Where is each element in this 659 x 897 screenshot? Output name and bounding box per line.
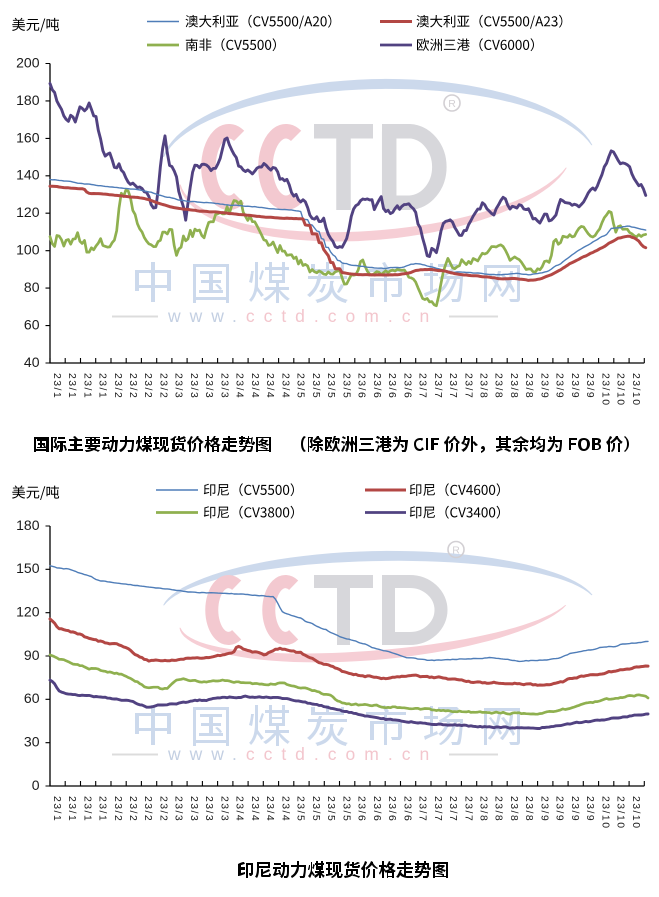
svg-text:R: R <box>452 544 460 556</box>
svg-text:23/10: 23/10 <box>615 373 626 407</box>
svg-text:23/1: 23/1 <box>81 796 92 822</box>
svg-text:23/9: 23/9 <box>569 373 580 399</box>
svg-text:23/7: 23/7 <box>462 796 473 822</box>
svg-text:30: 30 <box>24 734 40 750</box>
svg-text:120: 120 <box>16 204 40 220</box>
svg-text:23/1: 23/1 <box>81 373 92 399</box>
svg-text:www.cctd.com.cn: www.cctd.com.cn <box>167 744 438 764</box>
svg-text:R: R <box>448 98 456 110</box>
svg-text:120: 120 <box>16 604 40 620</box>
svg-text:23/7: 23/7 <box>432 373 443 399</box>
svg-text:23/1: 23/1 <box>97 796 108 822</box>
svg-text:23/4: 23/4 <box>279 796 290 822</box>
svg-text:23/3: 23/3 <box>218 796 229 822</box>
svg-text:23/8: 23/8 <box>508 373 519 399</box>
svg-text:23/2: 23/2 <box>112 796 123 822</box>
svg-text:23/6: 23/6 <box>371 796 382 822</box>
svg-text:23/8: 23/8 <box>493 373 504 399</box>
svg-text:23/7: 23/7 <box>447 796 458 822</box>
svg-text:23/5: 23/5 <box>325 796 336 822</box>
svg-text:100: 100 <box>16 242 40 258</box>
svg-text:23/7: 23/7 <box>417 373 428 399</box>
svg-text:23/1: 23/1 <box>51 796 62 822</box>
svg-text:23/3: 23/3 <box>173 796 184 822</box>
svg-text:23/10: 23/10 <box>630 796 641 830</box>
svg-text:23/9: 23/9 <box>584 373 595 399</box>
svg-text:23/9: 23/9 <box>569 796 580 822</box>
svg-text:23/6: 23/6 <box>386 373 397 399</box>
svg-text:60: 60 <box>24 317 40 333</box>
svg-text:www.cctd.com.cn: www.cctd.com.cn <box>167 306 438 326</box>
svg-text:0: 0 <box>32 777 40 793</box>
svg-text:23/4: 23/4 <box>264 796 275 822</box>
svg-text:23/9: 23/9 <box>554 796 565 822</box>
svg-text:80: 80 <box>24 279 40 295</box>
svg-text:23/3: 23/3 <box>188 373 199 399</box>
svg-text:23/7: 23/7 <box>417 796 428 822</box>
svg-text:23/6: 23/6 <box>401 796 412 822</box>
svg-text:23/4: 23/4 <box>249 796 260 822</box>
svg-text:60: 60 <box>24 690 40 706</box>
svg-text:23/1: 23/1 <box>66 796 77 822</box>
svg-text:23/8: 23/8 <box>523 373 534 399</box>
svg-text:23/3: 23/3 <box>203 796 214 822</box>
svg-text:23/1: 23/1 <box>51 373 62 399</box>
svg-text:23/5: 23/5 <box>310 373 321 399</box>
svg-text:23/5: 23/5 <box>295 796 306 822</box>
svg-text:23/8: 23/8 <box>478 796 489 822</box>
svg-text:23/9: 23/9 <box>584 796 595 822</box>
svg-text:23/3: 23/3 <box>173 373 184 399</box>
svg-text:23/2: 23/2 <box>142 373 153 399</box>
svg-text:23/3: 23/3 <box>218 373 229 399</box>
svg-text:23/6: 23/6 <box>356 796 367 822</box>
svg-text:23/3: 23/3 <box>203 373 214 399</box>
svg-text:23/9: 23/9 <box>539 796 550 822</box>
svg-text:23/1: 23/1 <box>97 373 108 399</box>
svg-text:23/5: 23/5 <box>325 373 336 399</box>
svg-text:23/2: 23/2 <box>158 796 169 822</box>
svg-text:23/4: 23/4 <box>234 373 245 399</box>
svg-text:23/10: 23/10 <box>630 373 641 407</box>
svg-text:23/9: 23/9 <box>554 373 565 399</box>
svg-text:23/10: 23/10 <box>599 796 610 830</box>
svg-text:23/5: 23/5 <box>295 373 306 399</box>
svg-text:23/3: 23/3 <box>188 796 199 822</box>
svg-text:23/4: 23/4 <box>279 373 290 399</box>
svg-text:150: 150 <box>16 560 40 576</box>
svg-text:23/7: 23/7 <box>432 796 443 822</box>
svg-text:140: 140 <box>16 167 40 183</box>
svg-text:180: 180 <box>16 92 40 108</box>
svg-text:23/4: 23/4 <box>264 373 275 399</box>
svg-text:23/1: 23/1 <box>66 373 77 399</box>
svg-text:23/2: 23/2 <box>127 796 138 822</box>
svg-text:23/2: 23/2 <box>142 796 153 822</box>
svg-text:23/10: 23/10 <box>615 796 626 830</box>
svg-text:23/8: 23/8 <box>523 796 534 822</box>
svg-text:23/6: 23/6 <box>371 373 382 399</box>
svg-text:180: 180 <box>16 517 40 533</box>
svg-text:23/10: 23/10 <box>599 373 610 407</box>
svg-text:200: 200 <box>16 54 40 70</box>
svg-text:23/5: 23/5 <box>310 796 321 822</box>
svg-text:23/2: 23/2 <box>112 373 123 399</box>
svg-text:23/8: 23/8 <box>508 796 519 822</box>
svg-text:23/2: 23/2 <box>127 373 138 399</box>
svg-text:23/7: 23/7 <box>447 373 458 399</box>
svg-text:23/7: 23/7 <box>462 373 473 399</box>
svg-text:40: 40 <box>24 354 40 370</box>
svg-text:23/6: 23/6 <box>401 373 412 399</box>
svg-text:160: 160 <box>16 129 40 145</box>
svg-text:23/8: 23/8 <box>493 796 504 822</box>
svg-text:23/5: 23/5 <box>340 373 351 399</box>
svg-text:23/4: 23/4 <box>249 373 260 399</box>
svg-text:90: 90 <box>24 647 40 663</box>
svg-text:23/9: 23/9 <box>539 373 550 399</box>
svg-text:23/4: 23/4 <box>234 796 245 822</box>
svg-text:23/6: 23/6 <box>356 373 367 399</box>
svg-text:23/2: 23/2 <box>158 373 169 399</box>
svg-text:23/8: 23/8 <box>478 373 489 399</box>
svg-text:23/5: 23/5 <box>340 796 351 822</box>
svg-text:23/6: 23/6 <box>386 796 397 822</box>
